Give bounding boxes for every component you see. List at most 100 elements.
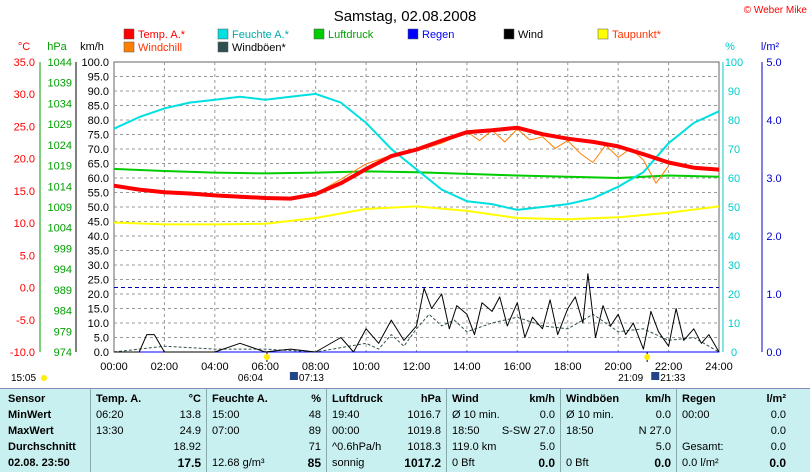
- legend-swatch: [217, 28, 229, 40]
- time-markers: 15:05 06:04 21:09 07:13 21:33: [11, 352, 686, 384]
- cell-label: 19:40: [332, 409, 360, 421]
- weather-chart: Samstag, 02.08.2008 © Weber Mike Temp. A…: [10, 5, 808, 384]
- legend-label: Windböen*: [232, 42, 287, 54]
- cell-value: 89: [308, 425, 321, 437]
- tick-label-wind_kmh: 40.0: [88, 231, 109, 243]
- cell-label: 0 Bft: [452, 457, 475, 469]
- table-column: Feuchte A.% 15:00 48 07:00 89 71 12.68 g/m³ 85: [206, 389, 327, 472]
- legend-swatch: [123, 41, 135, 53]
- tick-label-wind_kmh: 50.0: [88, 202, 109, 214]
- cell-label: 15:00: [212, 409, 240, 421]
- tick-label-wind_kmh: 85.0: [88, 101, 109, 113]
- tick-label-wind_kmh: 30.0: [88, 260, 109, 272]
- cell-label: 0 Bft: [566, 457, 589, 469]
- x-tick-label: 00:00: [100, 361, 128, 373]
- table-column: Windböen km/h Ø 10 min. 0.0 18:50 N 27.0 5.0 0 …: [560, 389, 677, 472]
- column-unit: °C: [188, 393, 201, 405]
- tick-label-temp_c: -10.0: [10, 347, 35, 359]
- tick-label-temp_c: 15.0: [14, 186, 35, 198]
- cell-value: 18.92: [173, 441, 201, 453]
- tick-label-rain_lm2: 0.0: [766, 347, 781, 359]
- tick-label-pressure_hpa: 999: [54, 243, 72, 255]
- tick-label-humidity_pct: 50: [728, 202, 740, 214]
- row-label-avg: Durchschnitt: [8, 441, 76, 453]
- legend-swatch: [597, 28, 609, 40]
- sunset-label: 21:09: [618, 373, 643, 384]
- column-title: Luftdruck: [332, 393, 383, 405]
- tick-label-wind_kmh: 35.0: [88, 246, 109, 258]
- tick-label-pressure_hpa: 979: [54, 326, 72, 338]
- cell-label: Ø 10 min.: [566, 409, 614, 421]
- legend-label: Wind: [518, 29, 543, 41]
- tick-label-wind_kmh: 65.0: [88, 159, 109, 171]
- cell-label: 0.0 l/m²: [682, 457, 719, 469]
- cell-label: ^0.6hPa/h: [332, 441, 382, 453]
- tick-label-temp_c: -5.0: [16, 315, 35, 327]
- cell-label: 00:00: [682, 409, 710, 421]
- tick-label-wind_kmh: 20.0: [88, 289, 109, 301]
- tick-label-temp_c: 20.0: [14, 154, 35, 166]
- legend-swatch: [407, 28, 419, 40]
- credit-text: © Weber Mike: [744, 5, 808, 16]
- cell-value: 0.0: [770, 425, 786, 437]
- x-tick-label: 22:00: [655, 361, 683, 373]
- row-label-current: 02.08. 23:50: [8, 457, 70, 469]
- sun-dot: [41, 375, 47, 381]
- table-column: Wind km/h Ø 10 min. 0.0 18:50 S-SW 27.0 119.0 …: [446, 389, 561, 472]
- x-tick-label: 08:00: [302, 361, 330, 373]
- x-tick-label: 04:00: [201, 361, 229, 373]
- sunset-sun-dot: [644, 354, 651, 360]
- tick-label-wind_kmh: 5.0: [94, 333, 109, 345]
- cell-value: 48: [308, 409, 321, 421]
- tick-label-humidity_pct: 0: [731, 347, 737, 359]
- tick-label-pressure_hpa: 1009: [48, 202, 72, 214]
- cell-value: 0.0: [769, 456, 786, 470]
- x-tick-label: 02:00: [151, 361, 179, 373]
- tick-label-temp_c: 10.0: [14, 218, 35, 230]
- cell-label: 12.68 g/m³: [212, 457, 265, 469]
- cell-label: 00:00: [332, 425, 360, 437]
- column-unit: %: [311, 393, 321, 405]
- row-labels: Sensor MinWert MaxWert Durchschnitt 02.0…: [0, 389, 90, 472]
- tick-label-wind_kmh: 10.0: [88, 318, 109, 330]
- series-windb-en: [113, 313, 720, 353]
- tick-label-wind_kmh: 25.0: [88, 275, 109, 287]
- tick-label-humidity_pct: 100: [725, 57, 743, 69]
- cell-label: Ø 10 min.: [452, 409, 500, 421]
- table-column: Regen l/m² 00:00 0.0 0.0 Gesamt: 0.0 0.0 l/m² 0.…: [676, 389, 792, 472]
- row-label-max: MaxWert: [8, 425, 54, 437]
- cell-label: 07:00: [212, 425, 240, 437]
- tick-label-pressure_hpa: 1034: [48, 98, 72, 110]
- legend-label: Feuchte A.*: [232, 29, 290, 41]
- sunset_b-marker: [651, 372, 660, 380]
- table-column: Temp. A. °C 06:20 13.8 13:30 24.9 18.92 17.5: [90, 389, 207, 472]
- row-label-sensor: Sensor: [8, 393, 46, 405]
- tick-label-rain_lm2: 4.0: [766, 115, 781, 127]
- x-tick-label: 24:00: [705, 361, 733, 373]
- tick-label-humidity_pct: 60: [728, 173, 740, 185]
- series-taupunkt: [113, 205, 720, 226]
- tick-label-humidity_pct: 80: [728, 115, 740, 127]
- tick-label-pressure_hpa: 1039: [48, 78, 72, 90]
- grid: [114, 62, 719, 352]
- x-tick-label: 10:00: [352, 361, 380, 373]
- tick-label-wind_kmh: 0.0: [94, 347, 109, 359]
- tick-label-humidity_pct: 30: [728, 260, 740, 272]
- cell-value: 13.8: [179, 409, 201, 421]
- tick-label-temp_c: 35.0: [14, 57, 35, 69]
- tick-label-humidity_pct: 40: [728, 231, 740, 243]
- axis-unit-rain_lm2: l/m²: [761, 41, 780, 53]
- tick-label-pressure_hpa: 1019: [48, 161, 72, 173]
- cell-value: N 27.0: [638, 425, 671, 437]
- column-title: Temp. A.: [96, 393, 142, 405]
- cell-value: 0.0: [770, 441, 786, 453]
- tick-label-temp_c: 30.0: [14, 89, 35, 101]
- legend-label: Temp. A.*: [138, 29, 186, 41]
- table-column: Luftdruck hPa 19:40 1016.7 00:00 1019.8 ^0.6hP…: [326, 389, 447, 472]
- tick-label-temp_c: 0.0: [20, 283, 35, 295]
- cell-value: S-SW 27.0: [501, 425, 555, 437]
- tick-label-wind_kmh: 90.0: [88, 86, 109, 98]
- cell-value: 0.0: [538, 456, 555, 470]
- cell-value: 85: [307, 456, 321, 470]
- tick-label-pressure_hpa: 1044: [48, 57, 72, 69]
